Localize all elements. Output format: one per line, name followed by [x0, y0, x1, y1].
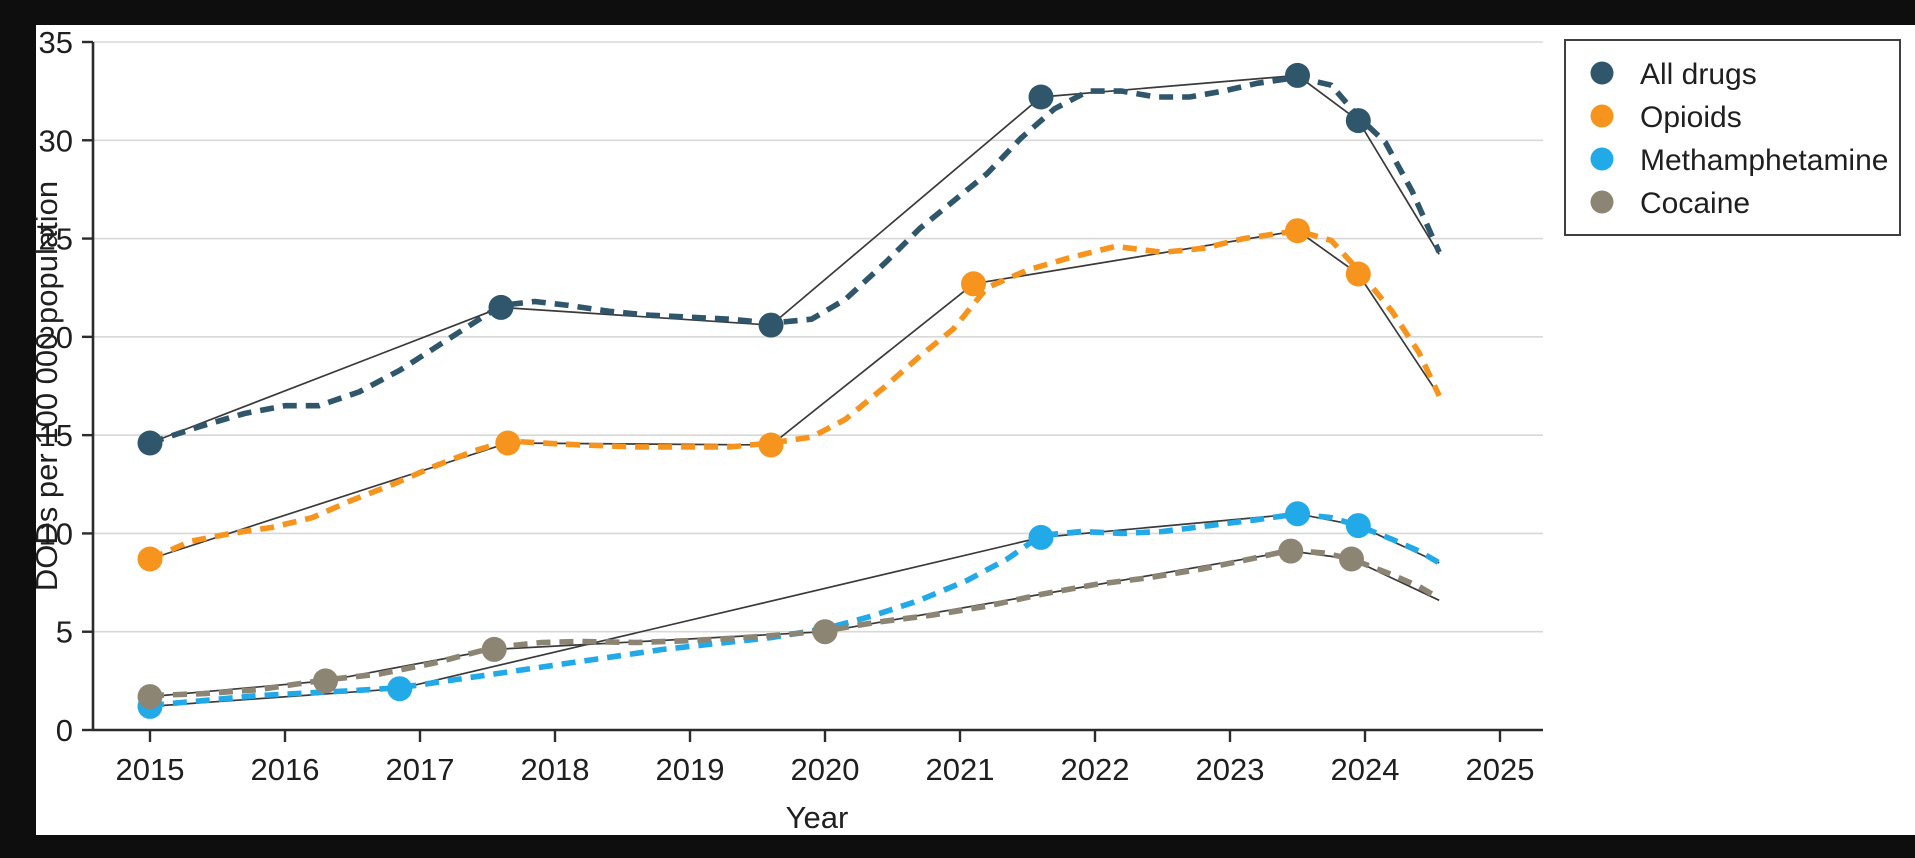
opioids-legend-dot-icon — [1590, 104, 1614, 128]
axes-group — [82, 40, 1543, 742]
x-tick-label-2021: 2021 — [926, 752, 995, 787]
opioids-joinpoint-dot — [495, 430, 521, 456]
opioids-observed-line — [148, 227, 1442, 562]
x-tick-label-2015: 2015 — [116, 752, 185, 787]
opioids-joinpoint-dot — [758, 432, 784, 458]
x-tick-label-2024: 2024 — [1331, 752, 1400, 787]
legend: All drugs Opioids Methamphetamine Cocaine — [1564, 39, 1901, 236]
legend-label-methamphetamine: Methamphetamine — [1640, 144, 1888, 177]
legend-label-opioids: Opioids — [1640, 101, 1742, 134]
methamphetamine-legend-dot-icon — [1590, 147, 1614, 171]
y-tick-labels-group: 0 5 10 15 20 25 30 35 — [39, 25, 73, 748]
all-drugs-legend-dot-icon — [1590, 61, 1614, 85]
legend-item-opioids: Opioids — [1590, 101, 1742, 134]
cocaine-joinpoint-dot — [812, 619, 838, 645]
methamphetamine-joinpoint-dot — [1028, 524, 1054, 550]
x-tick-label-2019: 2019 — [656, 752, 725, 787]
x-tick-labels-group: 2015 2016 2017 2018 2019 2020 2021 2022 2023 2024… — [116, 752, 1535, 787]
joinpoint-dots-group — [137, 62, 1371, 719]
methamphetamine-joinpoint-dot — [1345, 513, 1371, 539]
y-tick-label-10: 10 — [39, 516, 73, 551]
all-drugs-observed-line — [149, 74, 1442, 446]
x-tick-label-2017: 2017 — [386, 752, 455, 787]
x-tick-label-2025: 2025 — [1466, 752, 1535, 787]
x-tick-label-2022: 2022 — [1061, 752, 1130, 787]
y-tick-label-5: 5 — [56, 615, 73, 650]
legend-label-all-drugs: All drugs — [1640, 58, 1757, 91]
opioids-joinpoint-dot — [1285, 218, 1310, 244]
x-tick-label-2023: 2023 — [1196, 752, 1265, 787]
all-drugs-joinpoint-dot — [488, 294, 514, 320]
legend-item-methamphetamine: Methamphetamine — [1590, 144, 1888, 177]
cocaine-joinpoint-dot — [313, 668, 338, 694]
all-drugs-joinpoint-dot — [758, 312, 784, 338]
legend-item-all-drugs: All drugs — [1590, 58, 1757, 91]
cocaine-legend-dot-icon — [1590, 190, 1614, 214]
y-tick-label-15: 15 — [39, 418, 73, 453]
x-tick-label-2016: 2016 — [251, 752, 320, 787]
cocaine-joinpoint-dot — [481, 636, 507, 662]
x-tick-label-2020: 2020 — [791, 752, 860, 787]
cocaine-joinpoint-dot — [1278, 538, 1304, 564]
y-axis-title: DODs per 100 000 population — [29, 181, 64, 591]
all-drugs-joinpoint-dot — [1028, 84, 1054, 110]
x-axis-title: Year — [786, 800, 849, 835]
y-tick-label-35: 35 — [39, 25, 73, 60]
y-tick-label-0: 0 — [56, 713, 73, 748]
opioids-joinpoint-dot — [137, 546, 163, 572]
methamphetamine-joinpoint-dot — [387, 676, 413, 702]
legend-box — [1564, 39, 1901, 236]
x-tick-label-2018: 2018 — [521, 752, 590, 787]
methamphetamine-joinpoint-dot — [1285, 501, 1310, 527]
cocaine-joinpoint-dot — [137, 684, 163, 710]
legend-item-cocaine: Cocaine — [1590, 187, 1750, 220]
legend-label-cocaine: Cocaine — [1640, 187, 1750, 220]
all-drugs-joinpoint-dot — [137, 430, 163, 456]
all-drugs-joinpoint-dot — [1345, 108, 1371, 134]
all-drugs-joinpoint-dot — [1285, 62, 1310, 88]
y-tick-label-20: 20 — [39, 320, 73, 355]
y-tick-label-30: 30 — [39, 123, 73, 158]
cocaine-observed-line — [149, 547, 1441, 699]
y-tick-label-25: 25 — [39, 222, 73, 257]
opioids-joinpoint-dot — [1345, 261, 1371, 287]
opioids-joinpoint-dot — [961, 271, 986, 297]
gridlines-group — [93, 41, 1543, 633]
cocaine-joinpoint-dot — [1339, 546, 1364, 572]
